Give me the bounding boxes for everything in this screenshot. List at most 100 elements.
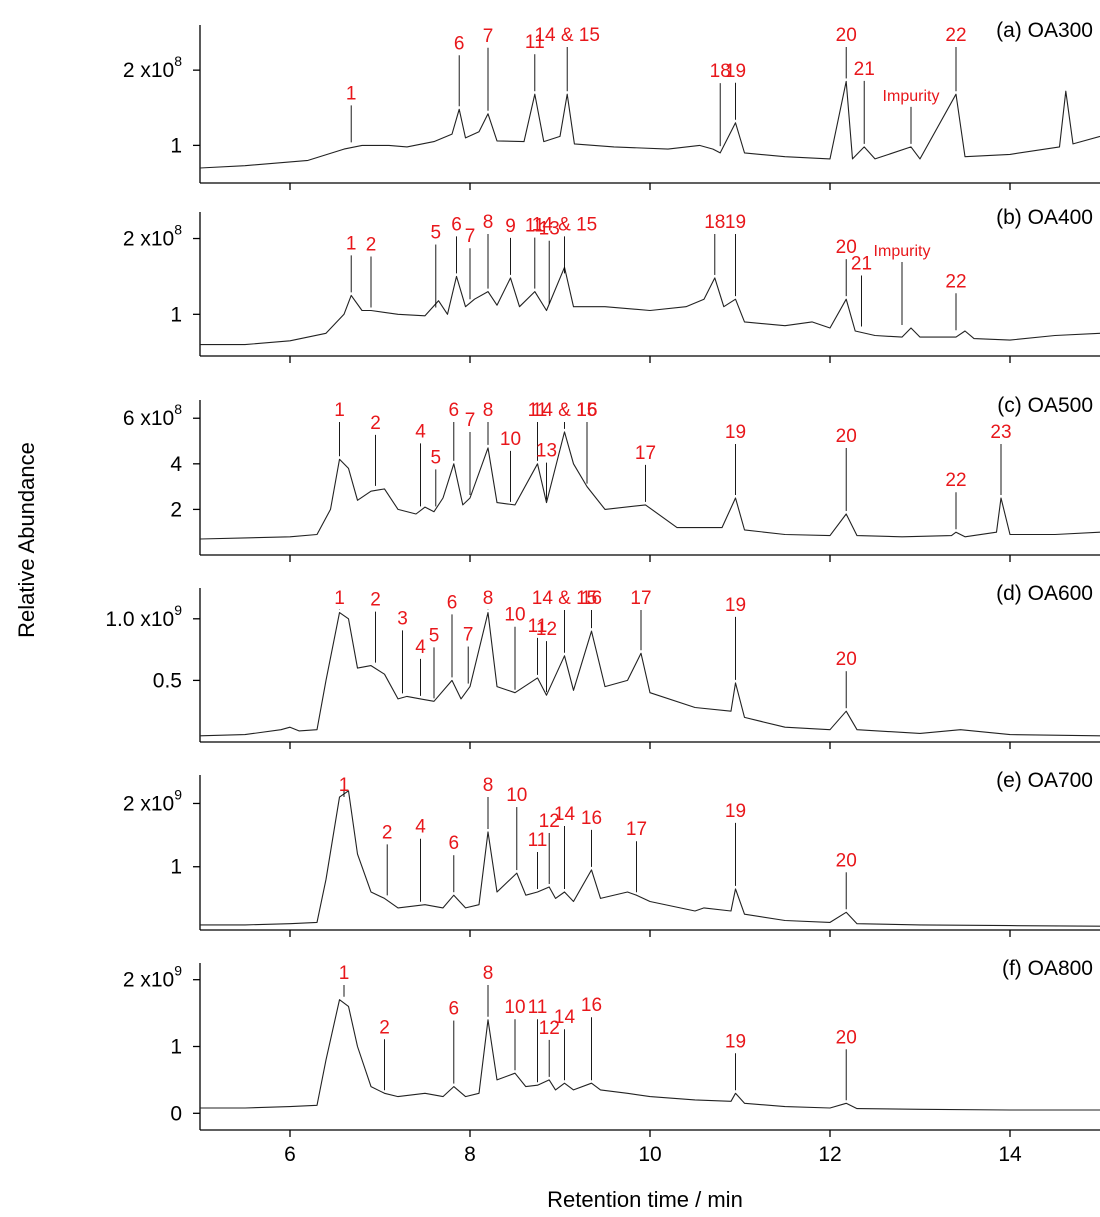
peak-label: 8 [483,775,494,796]
y-tick-label: 6 x108 [123,401,182,430]
peak-label: 4 [415,637,426,658]
panel-title: (d) OA600 [996,582,1093,605]
peak-label: 1 [334,588,345,609]
peak-label: 13 [539,219,560,240]
peak-label: 2 [370,413,381,434]
peak-label: 10 [504,605,525,626]
y-tick-label-exponent: 8 [174,222,182,238]
panel-title: (e) OA700 [996,769,1093,792]
peak-label: 13 [536,441,557,462]
y-tick-label: 1 [170,856,182,879]
peak-label: 20 [836,850,857,871]
peak-label: 14 & 15 [534,25,600,46]
peak-label: 14 & 15 [532,214,598,235]
peak-label: 7 [483,26,494,47]
peak-label: 7 [463,625,474,646]
peak-label: 22 [945,25,966,46]
x-tick-label: 6 [284,1143,296,1166]
peak-label: 14 [554,1007,576,1028]
peak-label: 17 [626,819,647,840]
peak-label: 6 [449,833,460,854]
chromatogram-trace [200,266,1100,346]
peak-label: 21 [851,253,872,274]
peak-label: 2 [366,235,377,256]
y-tick-label: 2 x109 [123,963,182,992]
y-tick-label-base: 2 x10 [123,59,174,82]
peak-label: 8 [483,588,494,609]
peak-label: 10 [506,785,527,806]
panel-title: (a) OA300 [996,19,1093,42]
y-tick-label: 1 [170,1036,182,1059]
peak-label: 12 [539,1018,560,1039]
panel-title: (f) OA800 [1002,957,1093,980]
peak-label: 8 [483,400,494,421]
peak-label: 4 [415,421,426,442]
peak-label: 6 [451,214,462,235]
peak-label: 20 [836,426,857,447]
y-tick-label-base: 2 x10 [123,792,174,815]
peak-label: Impurity [874,243,931,260]
peak-label: 19 [725,422,746,443]
peak-label: 7 [465,226,476,247]
peak-label: 16 [576,400,597,421]
peak-label: 11 [528,616,548,637]
y-tick-label: 0 [170,1102,182,1125]
x-tick-label: 8 [464,1143,476,1166]
peak-label: 10 [500,429,521,450]
peak-label: 18 [710,61,731,82]
peak-label: 1 [346,233,357,254]
peak-label: 9 [505,216,516,237]
peak-label: 14 & 15 [532,588,598,609]
x-axis-label: Retention time / min [547,1187,743,1212]
peak-label: 11 [528,997,548,1018]
peak-label: 2 [379,1017,390,1038]
peak-label: 5 [431,223,442,244]
peak-label: 16 [581,995,602,1016]
panel-title: (c) OA500 [997,394,1093,417]
peak-label: 14 & 15 [532,400,598,421]
peak-label: 16 [581,588,602,609]
chromatogram-trace [199,80,1100,169]
peak-label: 19 [725,212,746,233]
peak-label: 17 [635,443,656,464]
y-tick-label-exponent: 8 [174,401,182,417]
x-tick-label: 12 [818,1143,841,1166]
peak-label: 7 [465,410,476,431]
y-tick-label-base: 1.0 x10 [105,608,174,631]
y-tick-label-exponent: 9 [174,963,182,979]
peak-label: Impurity [883,88,940,105]
y-tick-label: 4 [170,453,182,476]
peak-label: 14 [554,804,576,825]
peak-label: 16 [581,808,602,829]
y-tick-label: 2 x109 [123,786,182,815]
peak-label: 22 [945,470,966,491]
chromatogram-trace [200,790,1100,927]
peak-label: 19 [725,801,746,822]
y-tick-label: 2 x108 [123,222,182,251]
peak-label: 23 [990,422,1011,443]
peak-label: 10 [504,997,525,1018]
peak-label: 19 [725,61,746,82]
peak-label: 5 [429,625,440,646]
x-tick-label: 14 [998,1143,1022,1166]
peak-label: 20 [836,649,857,670]
y-tick-label-exponent: 9 [174,786,182,802]
peak-label: 6 [449,400,460,421]
peak-label: 19 [725,595,746,616]
peak-label: 12 [536,619,557,640]
peak-label: 20 [836,25,857,46]
y-tick-label: 2 x108 [123,53,182,82]
y-tick-label-exponent: 9 [174,602,182,618]
peak-label: 1 [334,400,345,421]
peak-label: 17 [630,588,651,609]
peak-label: 8 [483,212,494,233]
peak-label: 6 [447,592,458,613]
peak-label: 20 [836,237,857,258]
peak-label: 11 [528,830,548,851]
